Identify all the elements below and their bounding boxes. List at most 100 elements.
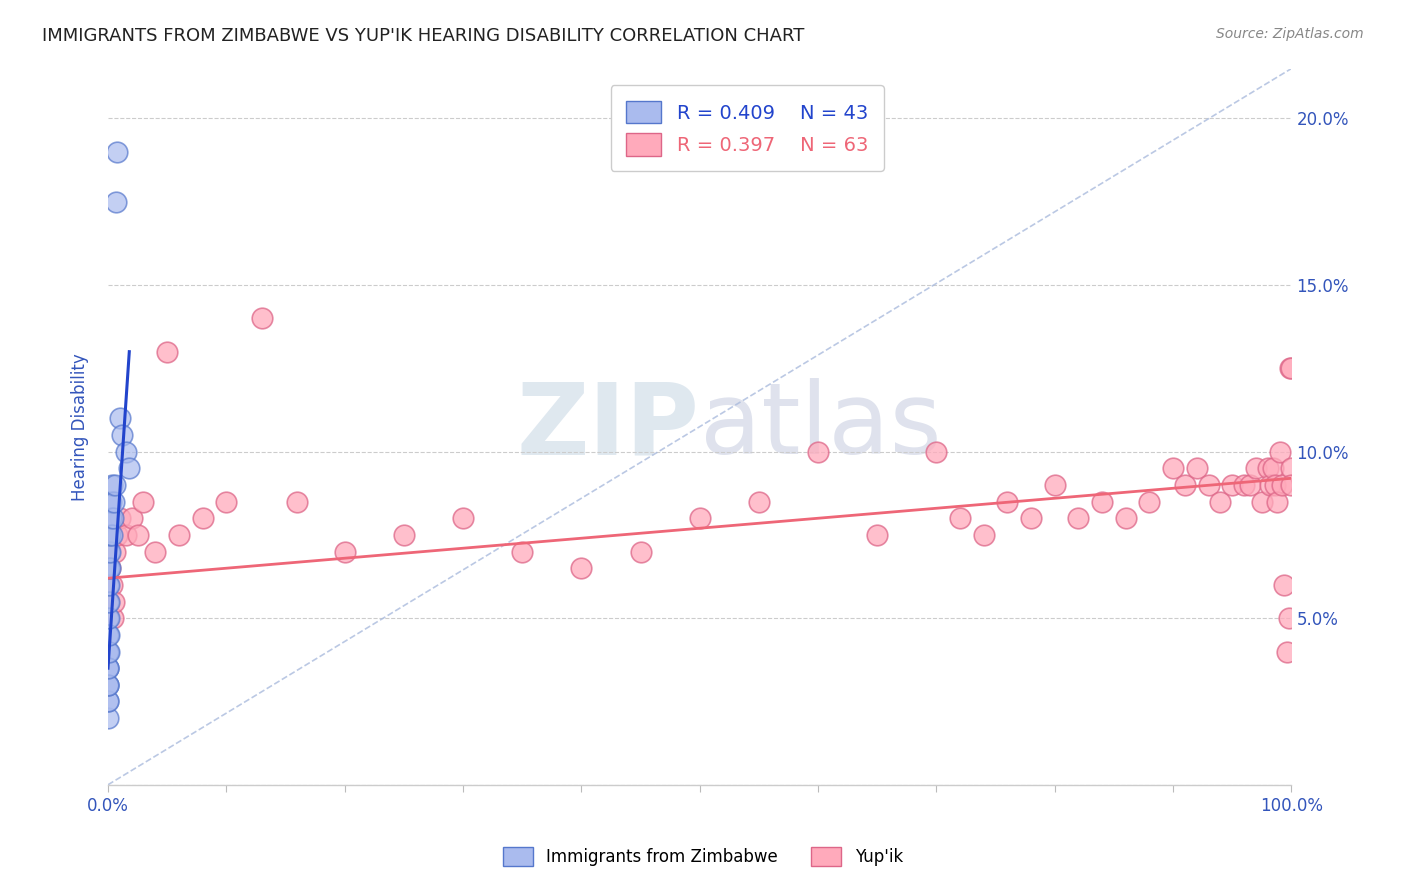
Point bbox=[1198, 478, 1220, 492]
Point bbox=[1275, 644, 1298, 658]
Point bbox=[1271, 478, 1294, 492]
Point bbox=[97, 611, 120, 625]
Point bbox=[1268, 444, 1291, 458]
Point bbox=[108, 411, 131, 425]
Point bbox=[973, 528, 995, 542]
Point bbox=[97, 694, 120, 708]
Point bbox=[97, 644, 120, 658]
Point bbox=[451, 511, 474, 525]
Point bbox=[97, 628, 120, 642]
Point bbox=[98, 561, 121, 575]
Point bbox=[949, 511, 972, 525]
Point bbox=[98, 511, 121, 525]
Point bbox=[1278, 611, 1301, 625]
Point bbox=[97, 694, 120, 708]
Point bbox=[97, 678, 120, 692]
Point bbox=[98, 528, 121, 542]
Point bbox=[101, 528, 124, 542]
Point bbox=[98, 561, 121, 575]
Point bbox=[250, 311, 273, 326]
Point bbox=[510, 544, 533, 558]
Text: atlas: atlas bbox=[700, 378, 942, 475]
Point bbox=[104, 544, 127, 558]
Point bbox=[100, 478, 122, 492]
Point bbox=[1185, 461, 1208, 475]
Point bbox=[97, 594, 120, 608]
Point bbox=[101, 611, 124, 625]
Point bbox=[1272, 578, 1295, 592]
Point bbox=[118, 461, 141, 475]
Point bbox=[748, 494, 770, 508]
Point bbox=[98, 528, 121, 542]
Point bbox=[1265, 494, 1288, 508]
Point bbox=[392, 528, 415, 542]
Point bbox=[97, 644, 120, 658]
Point bbox=[167, 528, 190, 542]
Point bbox=[1264, 478, 1286, 492]
Point bbox=[98, 561, 121, 575]
Point bbox=[143, 544, 166, 558]
Point bbox=[215, 494, 238, 508]
Point bbox=[1174, 478, 1197, 492]
Point bbox=[1239, 478, 1261, 492]
Point bbox=[1281, 461, 1303, 475]
Point bbox=[1261, 461, 1284, 475]
Point bbox=[97, 578, 120, 592]
Point bbox=[114, 444, 136, 458]
Point bbox=[1220, 478, 1243, 492]
Point bbox=[1279, 361, 1302, 376]
Point bbox=[100, 494, 122, 508]
Point bbox=[97, 711, 120, 725]
Point bbox=[107, 528, 129, 542]
Text: Source: ZipAtlas.com: Source: ZipAtlas.com bbox=[1216, 27, 1364, 41]
Point bbox=[1244, 461, 1267, 475]
Point bbox=[97, 561, 120, 575]
Point bbox=[108, 511, 131, 525]
Point bbox=[97, 661, 120, 675]
Point bbox=[97, 661, 120, 675]
Point bbox=[866, 528, 889, 542]
Point bbox=[1209, 494, 1232, 508]
Point bbox=[1139, 494, 1161, 508]
Y-axis label: Hearing Disability: Hearing Disability bbox=[72, 352, 89, 500]
Text: IMMIGRANTS FROM ZIMBABWE VS YUP'IK HEARING DISABILITY CORRELATION CHART: IMMIGRANTS FROM ZIMBABWE VS YUP'IK HEARI… bbox=[42, 27, 804, 45]
Point bbox=[97, 678, 120, 692]
Point bbox=[98, 494, 121, 508]
Point bbox=[100, 578, 122, 592]
Point bbox=[97, 628, 120, 642]
Point bbox=[111, 428, 134, 442]
Text: ZIP: ZIP bbox=[517, 378, 700, 475]
Point bbox=[1043, 478, 1066, 492]
Point bbox=[1067, 511, 1090, 525]
Point bbox=[98, 594, 121, 608]
Point bbox=[98, 544, 121, 558]
Point bbox=[1019, 511, 1042, 525]
Point bbox=[107, 145, 129, 159]
Point bbox=[121, 511, 143, 525]
Point bbox=[100, 511, 122, 525]
Point bbox=[925, 444, 948, 458]
Point bbox=[103, 494, 125, 508]
Point bbox=[97, 678, 120, 692]
Legend: Immigrants from Zimbabwe, Yup'ik: Immigrants from Zimbabwe, Yup'ik bbox=[495, 838, 911, 875]
Point bbox=[103, 594, 125, 608]
Point bbox=[97, 661, 120, 675]
Legend: R = 0.409    N = 43, R = 0.397    N = 63: R = 0.409 N = 43, R = 0.397 N = 63 bbox=[610, 86, 883, 171]
Point bbox=[97, 611, 120, 625]
Point bbox=[191, 511, 214, 525]
Point bbox=[127, 528, 149, 542]
Point bbox=[1258, 478, 1281, 492]
Point bbox=[997, 494, 1019, 508]
Point bbox=[333, 544, 356, 558]
Point bbox=[114, 528, 136, 542]
Point bbox=[97, 578, 120, 592]
Point bbox=[630, 544, 652, 558]
Point bbox=[156, 344, 179, 359]
Point bbox=[101, 511, 124, 525]
Point bbox=[807, 444, 830, 458]
Point bbox=[98, 544, 121, 558]
Point bbox=[97, 628, 120, 642]
Point bbox=[105, 194, 128, 209]
Point bbox=[97, 594, 120, 608]
Point bbox=[132, 494, 155, 508]
